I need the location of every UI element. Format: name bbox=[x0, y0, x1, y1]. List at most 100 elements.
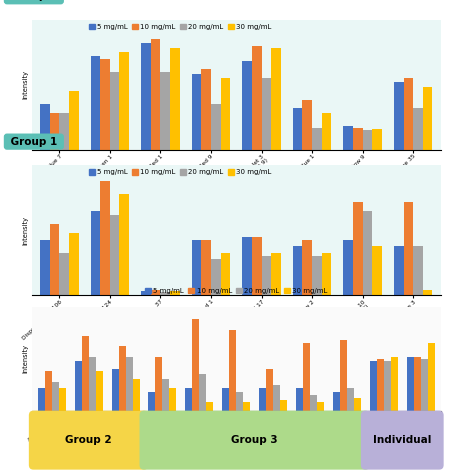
Bar bbox=[59, 388, 66, 411]
Bar bbox=[363, 130, 372, 150]
Bar bbox=[185, 388, 192, 411]
Bar bbox=[211, 259, 220, 295]
Bar bbox=[59, 253, 69, 295]
Bar bbox=[118, 346, 126, 411]
Bar bbox=[126, 357, 133, 411]
Bar bbox=[384, 361, 391, 411]
Bar bbox=[236, 392, 243, 411]
Bar bbox=[317, 402, 324, 411]
Bar bbox=[160, 72, 170, 150]
Y-axis label: Intensity: Intensity bbox=[22, 70, 29, 99]
Bar bbox=[192, 319, 199, 411]
Bar bbox=[50, 113, 59, 150]
Bar bbox=[89, 357, 96, 411]
Bar bbox=[261, 256, 271, 295]
Bar bbox=[340, 340, 347, 411]
Bar bbox=[394, 245, 404, 295]
Bar bbox=[81, 336, 89, 411]
Bar bbox=[220, 253, 230, 295]
Bar bbox=[303, 343, 310, 411]
Bar bbox=[141, 291, 151, 295]
Bar bbox=[404, 202, 413, 295]
Bar bbox=[170, 48, 180, 150]
Bar bbox=[404, 78, 413, 150]
Bar bbox=[296, 388, 303, 411]
Bar bbox=[261, 78, 271, 150]
Bar bbox=[50, 224, 59, 295]
Bar bbox=[192, 74, 201, 150]
Bar bbox=[322, 113, 331, 150]
Bar bbox=[266, 369, 273, 411]
Bar bbox=[69, 91, 78, 150]
Bar bbox=[96, 371, 103, 411]
Bar bbox=[259, 388, 266, 411]
Text: Group 3: Group 3 bbox=[231, 435, 278, 445]
Bar bbox=[273, 385, 280, 411]
Bar bbox=[322, 253, 331, 295]
Bar bbox=[423, 87, 432, 150]
Bar bbox=[370, 361, 377, 411]
Bar bbox=[372, 129, 382, 150]
Bar bbox=[377, 359, 384, 411]
Bar bbox=[280, 400, 287, 411]
Bar bbox=[162, 379, 170, 411]
Bar bbox=[229, 329, 236, 411]
Bar bbox=[347, 388, 354, 411]
Bar bbox=[119, 52, 129, 150]
Bar bbox=[133, 379, 140, 411]
Bar bbox=[170, 388, 176, 411]
Bar bbox=[110, 214, 119, 295]
Bar bbox=[141, 43, 151, 150]
Bar bbox=[112, 369, 118, 411]
Bar bbox=[151, 39, 160, 150]
Bar bbox=[423, 290, 432, 295]
Bar bbox=[413, 245, 423, 295]
Bar bbox=[271, 48, 281, 150]
Bar bbox=[372, 245, 382, 295]
Bar bbox=[293, 108, 302, 150]
Bar bbox=[40, 104, 50, 150]
Text: Group 2: Group 2 bbox=[65, 435, 112, 445]
Bar bbox=[394, 82, 404, 150]
Bar bbox=[428, 343, 435, 411]
Bar bbox=[201, 240, 211, 295]
Bar bbox=[90, 211, 100, 295]
Bar bbox=[192, 240, 201, 295]
Bar bbox=[414, 357, 421, 411]
Bar bbox=[252, 236, 261, 295]
Bar bbox=[199, 374, 207, 411]
Bar bbox=[220, 78, 230, 150]
Bar bbox=[252, 46, 261, 150]
Text: Individual: Individual bbox=[373, 435, 432, 445]
Bar bbox=[148, 392, 155, 411]
Bar bbox=[110, 72, 119, 150]
Bar bbox=[242, 236, 252, 295]
Bar bbox=[59, 113, 69, 150]
Y-axis label: Intensity: Intensity bbox=[22, 344, 29, 373]
Bar bbox=[353, 127, 363, 150]
Bar bbox=[413, 108, 423, 150]
Bar bbox=[90, 56, 100, 150]
Bar bbox=[100, 59, 110, 150]
Bar bbox=[391, 357, 398, 411]
Bar bbox=[354, 398, 361, 411]
Bar bbox=[52, 381, 59, 411]
Legend: 5 mg/mL, 10 mg/mL, 20 mg/mL, 30 mg/mL: 5 mg/mL, 10 mg/mL, 20 mg/mL, 30 mg/mL bbox=[144, 287, 328, 295]
Bar bbox=[75, 361, 81, 411]
Bar bbox=[211, 104, 220, 150]
Bar bbox=[312, 127, 322, 150]
Bar bbox=[69, 233, 78, 295]
Bar bbox=[271, 253, 281, 295]
Bar bbox=[222, 388, 229, 411]
Bar bbox=[242, 61, 252, 150]
Bar bbox=[40, 240, 50, 295]
Bar bbox=[160, 292, 170, 295]
Bar bbox=[343, 126, 353, 150]
Bar bbox=[302, 100, 312, 150]
Bar bbox=[100, 181, 110, 295]
Bar bbox=[170, 291, 180, 295]
Bar bbox=[363, 211, 372, 295]
Bar bbox=[421, 359, 427, 411]
Bar bbox=[151, 290, 160, 295]
Bar bbox=[353, 202, 363, 295]
